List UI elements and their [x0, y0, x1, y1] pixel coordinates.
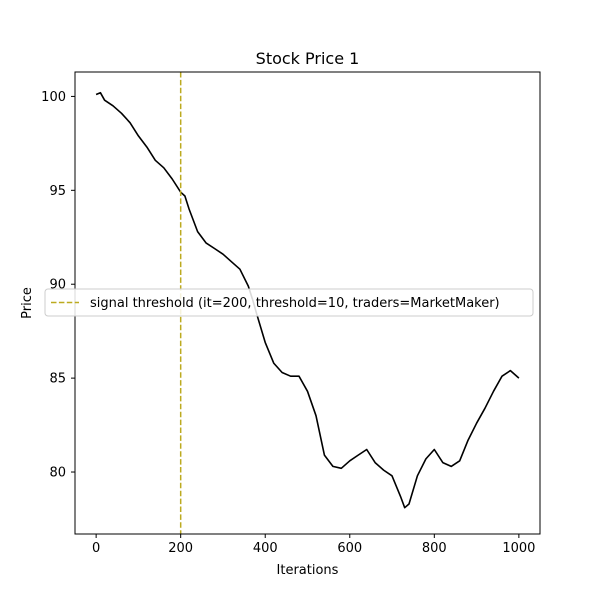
y-tick-label: 100 — [41, 90, 66, 105]
chart-title: Stock Price 1 — [256, 49, 360, 68]
y-tick-label: 80 — [49, 466, 66, 481]
y-tick-label: 95 — [49, 184, 66, 199]
x-tick-label: 0 — [92, 541, 100, 556]
x-tick-label: 800 — [422, 541, 447, 556]
x-tick-label: 600 — [337, 541, 362, 556]
x-axis-label: Iterations — [277, 563, 339, 578]
legend: signal threshold (it=200, threshold=10, … — [44, 288, 534, 317]
y-tick-label: 85 — [49, 372, 66, 387]
x-tick-label: 1000 — [502, 541, 535, 556]
y-axis-label: Price — [20, 287, 35, 319]
legend-box — [44, 288, 534, 317]
x-tick-label: 400 — [253, 541, 278, 556]
legend-label: signal threshold (it=200, threshold=10, … — [90, 296, 500, 311]
price-series-line-0 — [95, 91, 520, 509]
x-tick-label: 200 — [168, 541, 193, 556]
series-layer — [95, 91, 520, 509]
x-axis: 0 200 400 600 800 1000 — [92, 534, 535, 556]
